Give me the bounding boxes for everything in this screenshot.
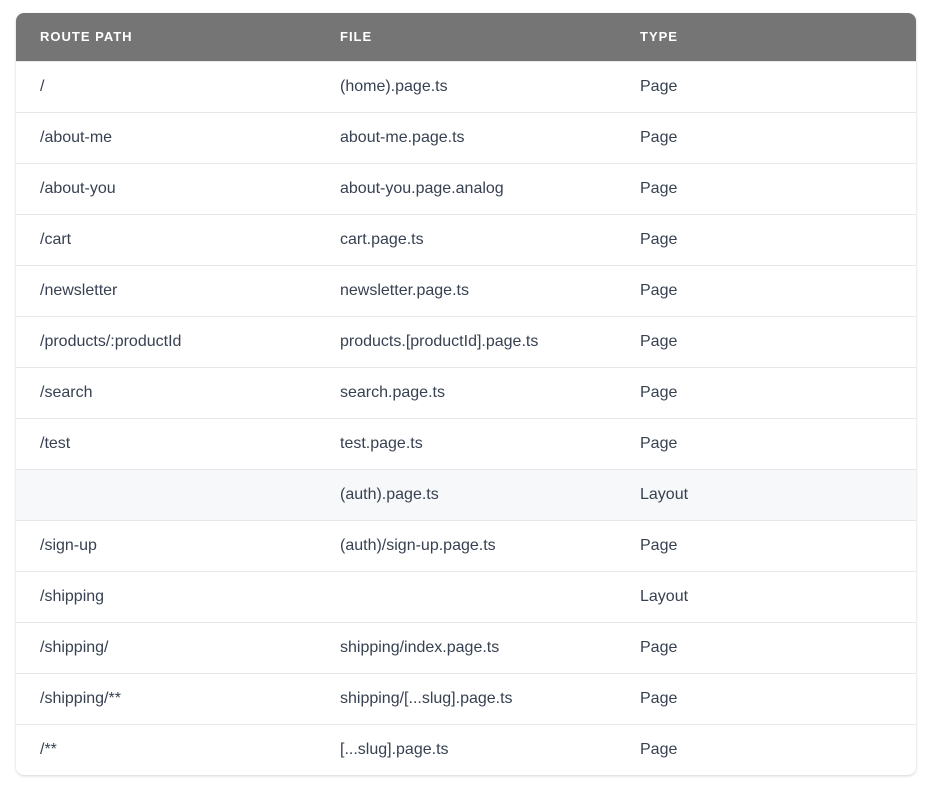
header-row: ROUTE PATH FILE TYPE	[16, 13, 916, 62]
type-cell: Page	[616, 520, 916, 572]
table-row[interactable]: /cart cart.page.ts Page	[16, 214, 916, 266]
table-row[interactable]: /products/:productId products.[productId]…	[16, 316, 916, 368]
file-cell: test.page.ts	[316, 418, 616, 470]
file-cell: products.[productId].page.ts	[316, 316, 616, 368]
route-path-cell: /shipping/**	[16, 673, 316, 725]
route-path-cell: /test	[16, 418, 316, 470]
type-cell: Page	[616, 673, 916, 725]
table-row[interactable]: /shipping/** shipping/[...slug].page.ts Pa…	[16, 673, 916, 725]
header-type: TYPE	[616, 13, 916, 62]
file-cell: search.page.ts	[316, 367, 616, 419]
table-row[interactable]: /search search.page.ts Page	[16, 367, 916, 419]
file-cell: newsletter.page.ts	[316, 265, 616, 317]
file-cell: about-me.page.ts	[316, 112, 616, 164]
routes-table: ROUTE PATH FILE TYPE / (home).page.ts Page…	[16, 13, 916, 775]
type-cell: Layout	[616, 469, 916, 521]
route-path-cell: /products/:productId	[16, 316, 316, 368]
type-cell: Page	[616, 367, 916, 419]
type-cell: Page	[616, 418, 916, 470]
file-cell: shipping/index.page.ts	[316, 622, 616, 674]
table-row[interactable]: (auth).page.ts Layout	[16, 469, 916, 521]
file-cell	[316, 571, 616, 623]
route-path-cell: /shipping/	[16, 622, 316, 674]
file-cell: (auth).page.ts	[316, 469, 616, 521]
route-path-cell: /shipping	[16, 571, 316, 623]
file-cell: (home).page.ts	[316, 61, 616, 113]
table-body: / (home).page.ts Page/about-me about-me.pag…	[16, 61, 916, 775]
type-cell: Layout	[616, 571, 916, 623]
table-row[interactable]: /shipping/shipping/index.page.ts Page	[16, 622, 916, 674]
route-path-cell: /search	[16, 367, 316, 419]
file-cell: about-you.page.analog	[316, 163, 616, 215]
table-row[interactable]: /shipping Layout	[16, 571, 916, 623]
file-cell: shipping/[...slug].page.ts	[316, 673, 616, 725]
type-cell: Page	[616, 214, 916, 266]
route-path-cell: /newsletter	[16, 265, 316, 317]
table-row[interactable]: /about-you about-you.page.analog Page	[16, 163, 916, 215]
file-cell: cart.page.ts	[316, 214, 616, 266]
table-row[interactable]: /** [...slug].page.ts Page	[16, 724, 916, 775]
route-path-cell	[16, 469, 316, 521]
table-row[interactable]: / (home).page.ts Page	[16, 61, 916, 113]
header-file: FILE	[316, 13, 616, 62]
table-header: ROUTE PATH FILE TYPE	[16, 13, 916, 62]
type-cell: Page	[616, 163, 916, 215]
route-path-cell: /about-me	[16, 112, 316, 164]
table-row[interactable]: /about-me about-me.page.ts Page	[16, 112, 916, 164]
type-cell: Page	[616, 316, 916, 368]
route-path-cell: /**	[40, 740, 57, 758]
table-row[interactable]: /test test.page.ts Page	[16, 418, 916, 470]
type-cell: Page	[616, 112, 916, 164]
type-cell: Page	[616, 622, 916, 674]
route-path-cell: /cart	[16, 214, 316, 266]
routes-table-card: ROUTE PATH FILE TYPE / (home).page.ts Page…	[16, 13, 916, 775]
type-cell: Page	[616, 61, 916, 113]
table-row[interactable]: /newsletter newsletter.page.ts Page	[16, 265, 916, 317]
file-cell: [...slug].page.ts	[340, 740, 449, 758]
type-cell: Page	[640, 740, 678, 758]
route-path-cell: /sign-up	[16, 520, 316, 572]
table-row[interactable]: /sign-up (auth)/sign-up.page.ts Page	[16, 520, 916, 572]
file-cell: (auth)/sign-up.page.ts	[316, 520, 616, 572]
header-route-path: ROUTE PATH	[16, 13, 316, 62]
route-path-cell: /about-you	[16, 163, 316, 215]
type-cell: Page	[616, 265, 916, 317]
route-path-cell: /	[16, 61, 316, 113]
